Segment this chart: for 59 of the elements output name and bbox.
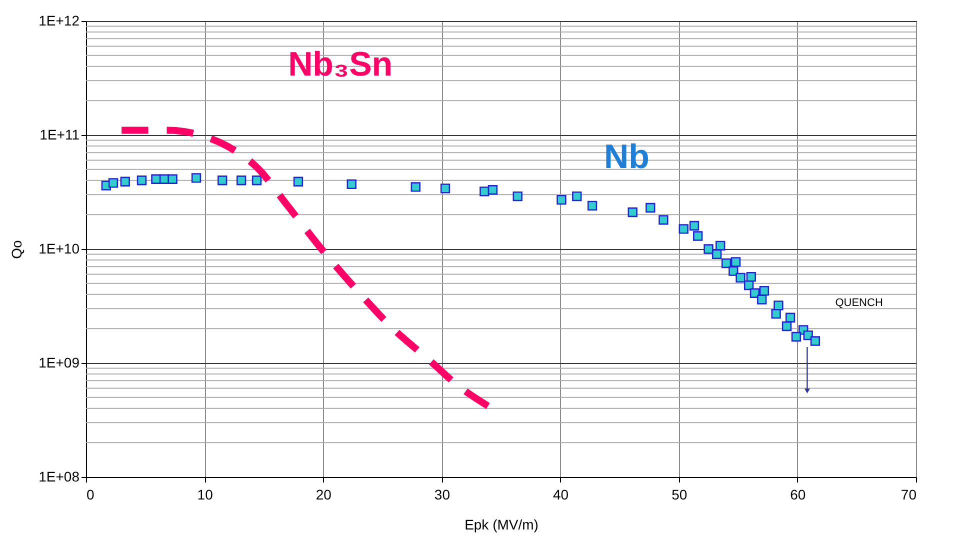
point (771, 308, 781, 319)
x-tick-label: 30 (434, 486, 450, 502)
point (721, 258, 732, 268)
point (410, 182, 420, 192)
point (782, 321, 792, 332)
point (730, 257, 741, 267)
point (556, 194, 566, 205)
x-tick-label: 0 (86, 486, 94, 502)
point (488, 185, 498, 195)
y-axis-title: Qo (8, 240, 25, 259)
point (728, 266, 738, 276)
text: Nb₃Sn (288, 45, 393, 84)
x-tick-label: 70 (900, 486, 917, 502)
point (704, 244, 714, 254)
point (712, 249, 722, 260)
point (572, 191, 582, 202)
point (785, 312, 796, 322)
point (810, 336, 820, 346)
annotation: QUENCH (835, 296, 883, 309)
point (512, 191, 522, 202)
point (587, 200, 598, 210)
x-axis-title: Epk (MV/m) (464, 516, 538, 532)
point (108, 178, 118, 188)
x-tick-label: 20 (316, 486, 332, 502)
x-tick-label: 10 (197, 486, 214, 502)
point (716, 240, 726, 250)
point (346, 179, 356, 190)
point (791, 332, 802, 342)
point (120, 176, 130, 186)
point (689, 220, 700, 231)
y-tick-label: 1E+09 (38, 354, 80, 370)
y-tick-label: 1E+10 (38, 240, 80, 256)
y-tick-label: 1E+08 (38, 468, 80, 484)
point (440, 184, 450, 194)
point (480, 186, 490, 196)
point (658, 215, 668, 225)
point (759, 286, 770, 296)
point (136, 176, 147, 186)
point (628, 207, 638, 218)
x-tick-label: 50 (672, 486, 688, 502)
point (252, 176, 262, 186)
y-tick-label: 1E+11 (40, 126, 80, 142)
point (736, 272, 746, 283)
point (168, 174, 178, 184)
point (218, 176, 228, 186)
point (774, 300, 784, 310)
point (744, 280, 754, 290)
point (191, 173, 202, 183)
y-tick-label: 1E+12 (38, 12, 80, 28)
point (746, 272, 756, 282)
point (646, 202, 656, 213)
series-label: Nb (604, 138, 650, 176)
point (678, 224, 688, 234)
point (293, 176, 304, 186)
point (236, 176, 246, 186)
x-tick-label: 40 (552, 486, 569, 502)
point (757, 294, 767, 304)
point (692, 231, 703, 241)
x-tick-label: 60 (790, 486, 806, 502)
